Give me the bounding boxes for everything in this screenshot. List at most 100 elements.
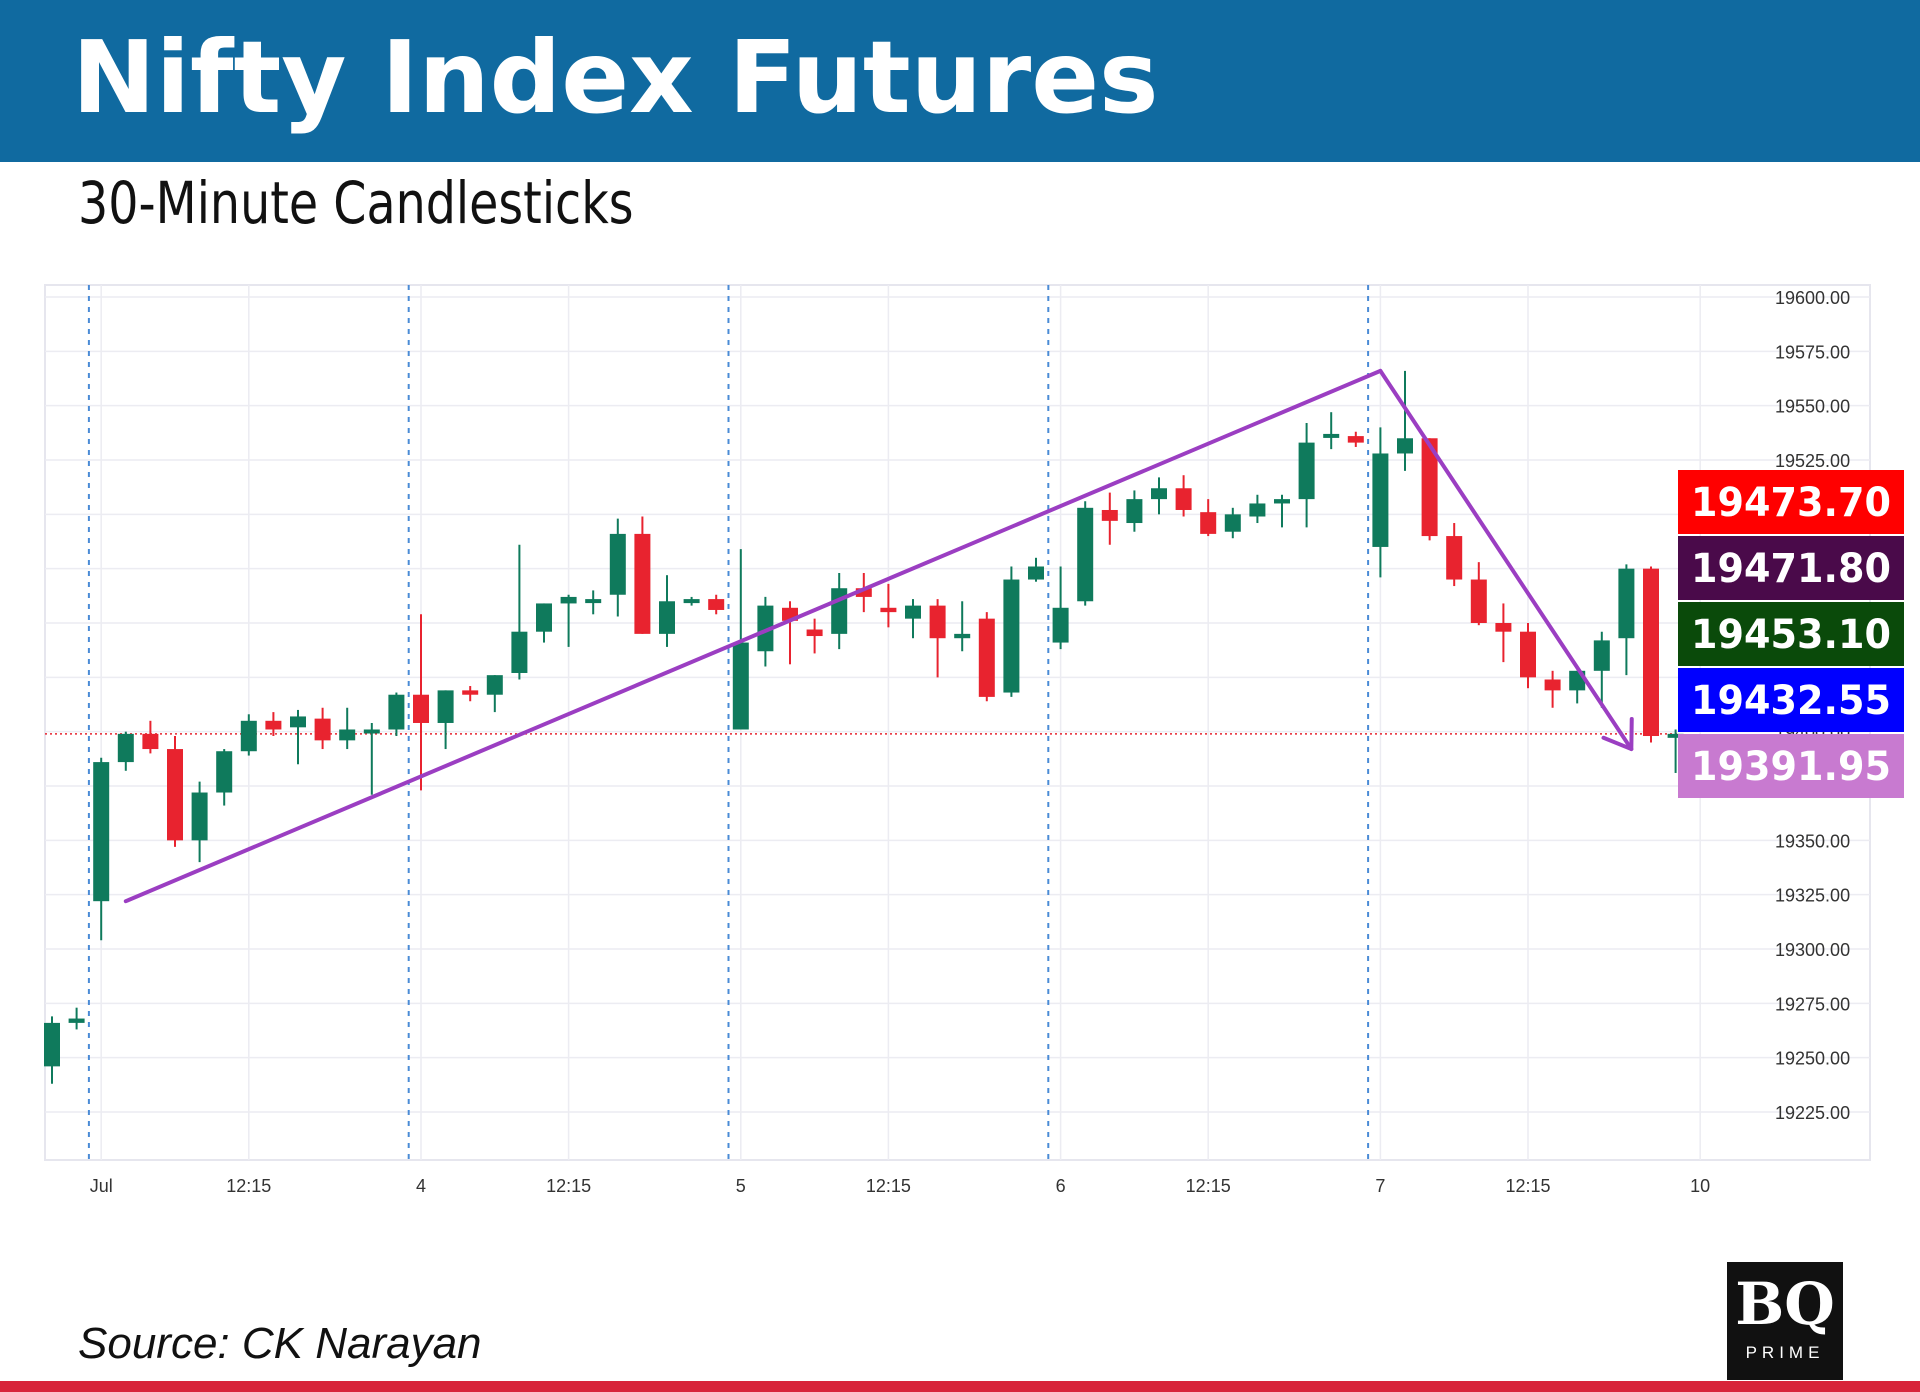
- candle: [1101, 492, 1118, 545]
- candle-body: [339, 729, 356, 741]
- candle: [585, 590, 602, 615]
- price-label-box: [1678, 734, 1904, 798]
- candle-body: [1544, 679, 1561, 691]
- candle-body: [167, 749, 183, 841]
- candle-body: [1003, 579, 1020, 693]
- candle-body: [1151, 488, 1167, 500]
- candle: [437, 690, 454, 750]
- bq-prime-logo: BQ PRIME: [1727, 1262, 1843, 1380]
- candle: [1224, 507, 1241, 539]
- candle-body: [1397, 438, 1413, 454]
- gridlines: [45, 285, 1870, 1160]
- candle: [1643, 566, 1659, 743]
- candle: [1003, 566, 1020, 697]
- candle: [265, 712, 282, 737]
- candle: [1175, 475, 1192, 517]
- candle: [1593, 631, 1610, 708]
- candle: [191, 781, 208, 863]
- candle-body: [1347, 436, 1364, 443]
- candle-body: [1175, 488, 1192, 510]
- candle: [44, 1016, 60, 1084]
- candle: [1323, 412, 1340, 450]
- candle-body: [142, 733, 159, 750]
- candle: [363, 722, 380, 795]
- candle-body: [1495, 623, 1512, 632]
- candle-body: [978, 618, 995, 697]
- chart-subtitle: 30-Minute Candlesticks: [78, 169, 634, 237]
- candle-body: [560, 596, 577, 604]
- x-tick-label: Jul: [90, 1176, 113, 1196]
- price-label-box: [1678, 668, 1904, 732]
- candle: [806, 618, 823, 654]
- candle: [1077, 501, 1094, 606]
- candle: [1544, 670, 1561, 708]
- x-tick-label: 6: [1056, 1176, 1066, 1196]
- candle-body: [1200, 512, 1217, 534]
- candle: [905, 599, 921, 639]
- price-label: 19432.55: [1678, 668, 1904, 732]
- bottom-rule: [0, 1381, 1920, 1392]
- candle: [1052, 566, 1069, 650]
- candle: [978, 612, 995, 702]
- x-tick-label: 12:15: [1505, 1176, 1550, 1196]
- candle-body: [609, 533, 626, 595]
- candle-body: [413, 694, 429, 723]
- x-tick-label: 4: [416, 1176, 426, 1196]
- y-tick-label: 19225.00: [1775, 1103, 1850, 1123]
- candle-body: [1323, 433, 1340, 438]
- candle-body: [659, 601, 675, 634]
- candle: [1667, 729, 1684, 773]
- candle-body: [1470, 579, 1487, 623]
- candle: [1347, 431, 1364, 447]
- candle: [1274, 494, 1290, 528]
- candle: [683, 596, 700, 606]
- candle: [462, 686, 479, 702]
- candle-body: [1372, 453, 1389, 547]
- candles: [44, 370, 1684, 1084]
- candle-body: [388, 694, 405, 730]
- candle: [929, 599, 946, 678]
- candle-body: [954, 633, 971, 639]
- candle-body: [1643, 568, 1659, 737]
- y-tick-label: 19600.00: [1775, 288, 1850, 308]
- candle-body: [1126, 499, 1143, 524]
- candle: [1200, 499, 1217, 537]
- candle: [1151, 477, 1167, 515]
- trendline-arrowhead: [1601, 717, 1634, 752]
- candle: [1520, 623, 1536, 689]
- candle: [954, 601, 971, 652]
- price-label: 19473.70: [1678, 470, 1904, 534]
- y-tick-label: 19250.00: [1775, 1049, 1850, 1069]
- logo-subtext: PRIME: [1745, 1343, 1825, 1362]
- price-label-box: [1678, 602, 1904, 666]
- candle-body: [1421, 438, 1438, 537]
- candle-body: [831, 588, 848, 634]
- candle-body: [634, 533, 651, 634]
- price-label: 19391.95: [1678, 734, 1904, 798]
- candle-body: [265, 720, 282, 730]
- candle-body: [68, 1018, 85, 1023]
- candle-body: [117, 733, 134, 763]
- candle-body: [1274, 499, 1290, 504]
- chart-title: Nifty Index Futures: [72, 19, 1159, 136]
- candle: [560, 594, 577, 647]
- price-label-text: 19453.10: [1691, 612, 1891, 658]
- candle-body: [1520, 631, 1536, 678]
- candle: [880, 583, 897, 628]
- candle-body: [585, 599, 602, 604]
- candle-body: [511, 631, 528, 673]
- candle: [290, 709, 306, 765]
- candle-body: [191, 792, 208, 841]
- candle: [388, 692, 405, 737]
- candle: [659, 575, 675, 647]
- candle-body: [905, 605, 921, 619]
- candle: [1028, 557, 1044, 582]
- candle: [1446, 523, 1463, 587]
- candle: [708, 594, 725, 615]
- trendline: [123, 368, 1383, 904]
- candle: [117, 731, 134, 771]
- x-tick-label: 10: [1690, 1176, 1710, 1196]
- candle-body: [1028, 566, 1044, 580]
- candlestick-chart: 19600.0019575.0019550.0019525.0019500.00…: [44, 284, 1904, 1196]
- candle: [68, 1007, 85, 1030]
